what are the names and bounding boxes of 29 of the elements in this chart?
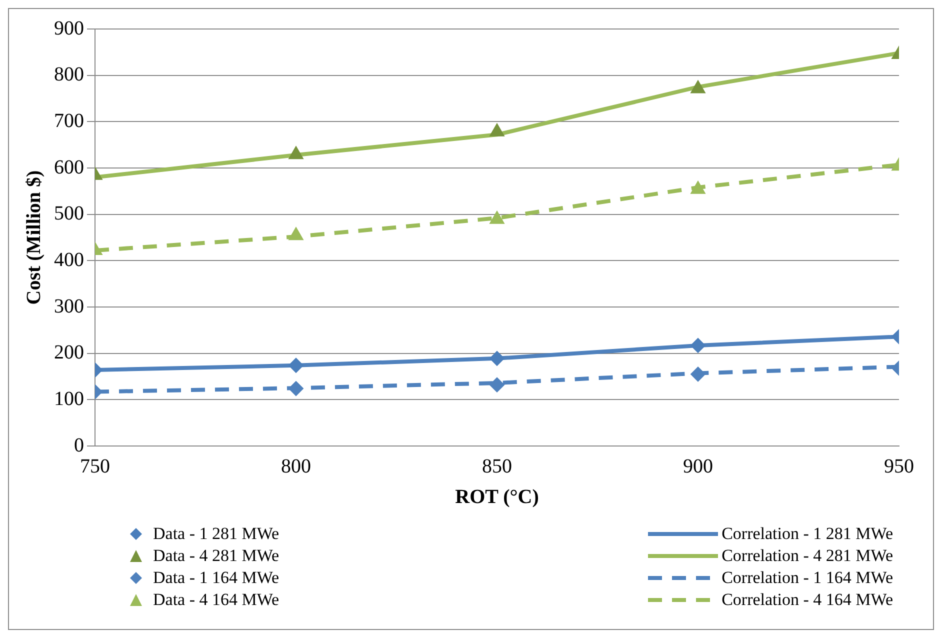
- legend-label: Data - 1 281 MWe: [153, 524, 280, 544]
- y-tick-label: 200: [54, 342, 84, 364]
- point: [490, 210, 504, 224]
- legend-label: Data - 1 164 MWe: [153, 568, 280, 588]
- y-tick-label: 300: [54, 295, 84, 318]
- x-tick-label: 900: [683, 455, 713, 478]
- legend-label: Correlation - 4 164 MWe: [722, 590, 893, 610]
- x-axis-title: ROT (°C): [455, 486, 539, 508]
- y-axis-title: Cost (Million $): [23, 170, 46, 305]
- y-tick-label: 800: [54, 64, 84, 86]
- legend-label: Correlation - 1 164 MWe: [722, 568, 893, 588]
- y-tick-label: 900: [54, 17, 84, 40]
- y-tick-label: 0: [74, 434, 84, 456]
- y-tick-label: 100: [54, 388, 84, 410]
- point: [490, 377, 504, 392]
- x-tick-label: 750: [80, 455, 110, 478]
- legend-label: Data - 4 281 MWe: [153, 546, 280, 566]
- legend-label: Data - 4 164 MWe: [153, 590, 280, 610]
- x-tick-label: 800: [281, 455, 311, 478]
- y-tick-label: 400: [54, 248, 84, 271]
- y-tick-label: 600: [54, 156, 84, 178]
- point: [490, 123, 504, 136]
- point: [490, 350, 504, 366]
- y-tick-label: 700: [54, 110, 84, 132]
- x-tick-label: 850: [482, 455, 512, 478]
- y-tick-label: 500: [54, 202, 84, 225]
- legend-label: Correlation - 4 281 MWe: [722, 546, 893, 566]
- x-tick-label: 950: [884, 455, 914, 478]
- legend-label: Correlation - 1 281 MWe: [722, 524, 893, 544]
